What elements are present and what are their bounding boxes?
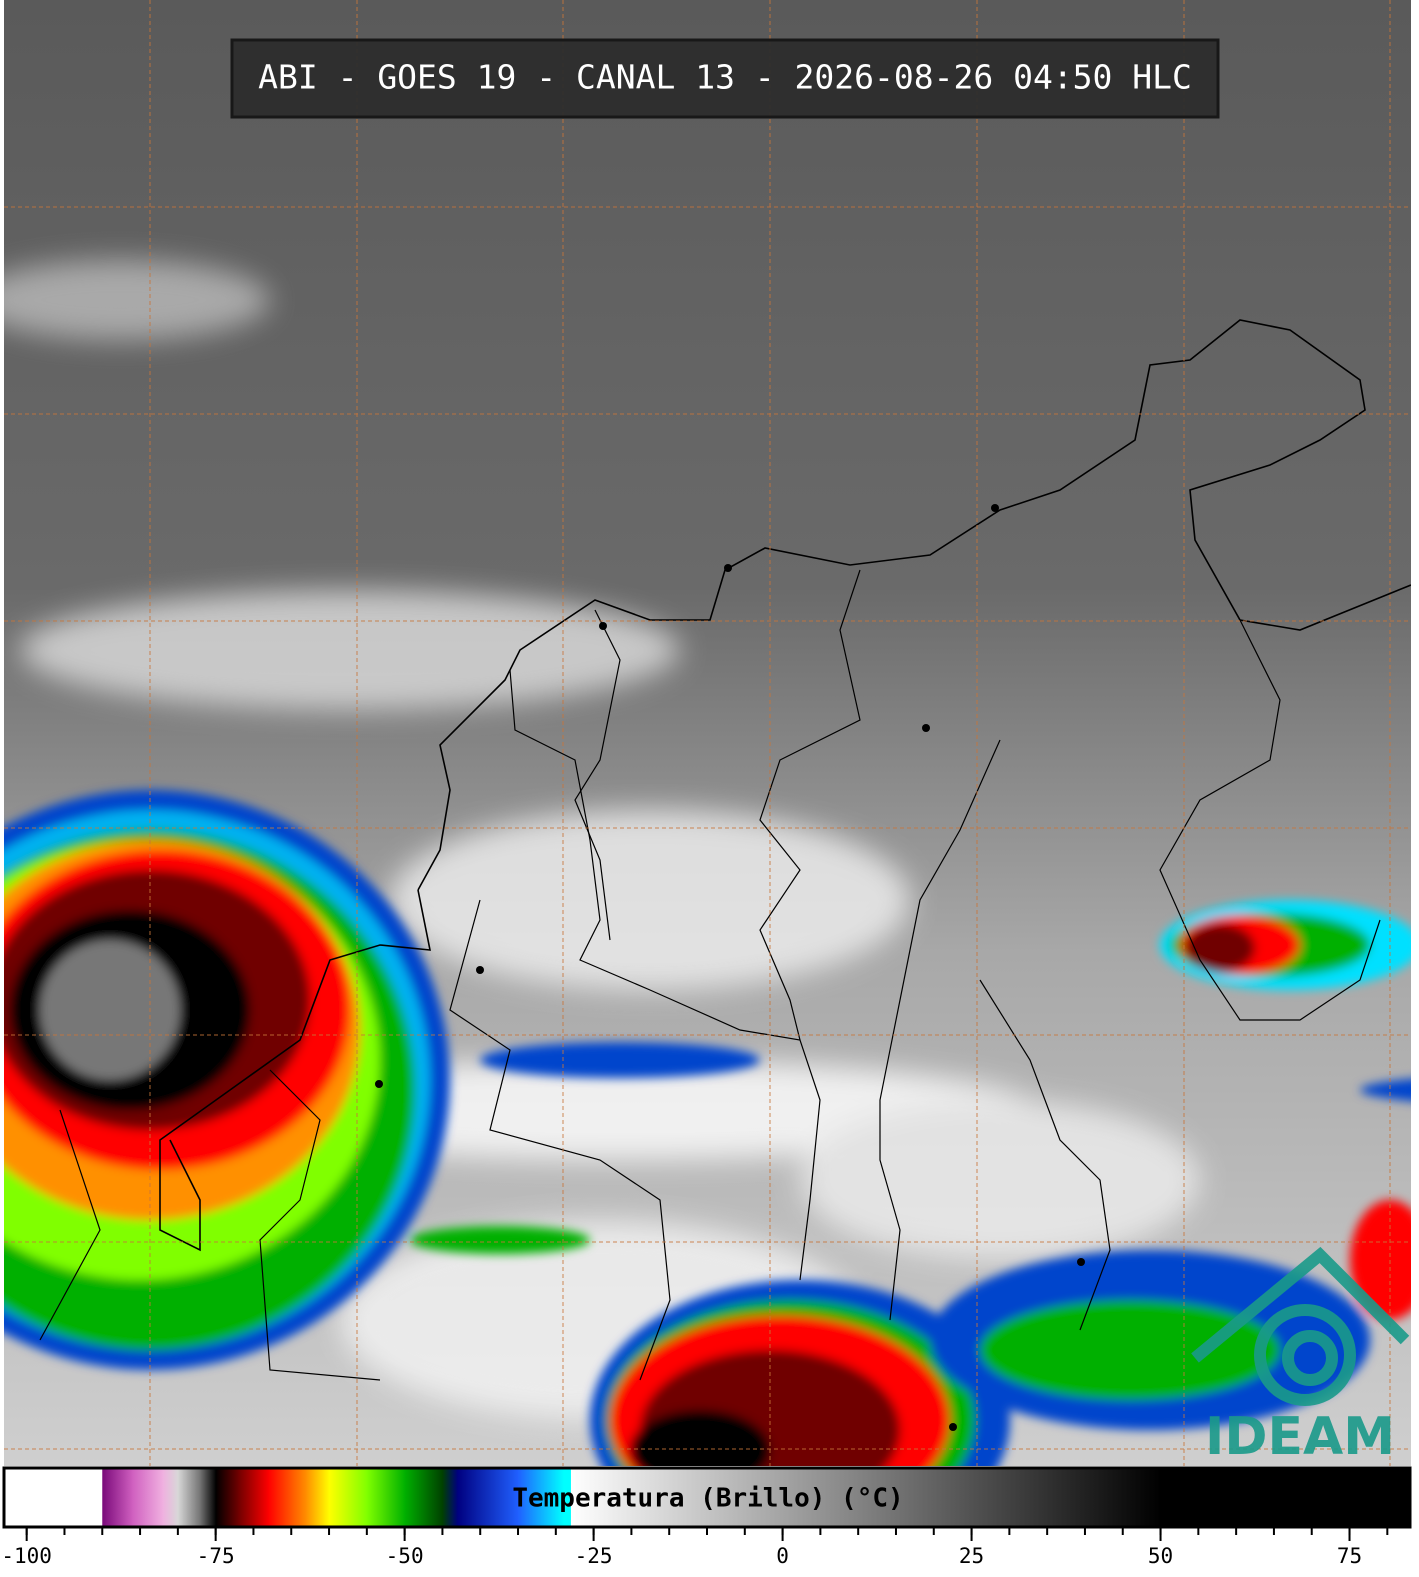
colorbar-segment [366, 1468, 406, 1527]
tick-label: 25 [959, 1544, 984, 1568]
logo [1191, 1246, 1410, 1406]
colorbar-segment [518, 1468, 564, 1527]
colorbar-segment [238, 1468, 270, 1527]
colorbar-segment [4, 1468, 103, 1527]
tick-label: -50 [386, 1544, 424, 1568]
colorbar-segment [457, 1468, 519, 1527]
colorbar-segment [177, 1468, 202, 1527]
colorbar-segment [329, 1468, 368, 1527]
colorbar-segment [132, 1468, 164, 1527]
tick-label: -25 [575, 1544, 613, 1568]
colorbar-segment [563, 1468, 572, 1527]
title-box [230, 38, 1220, 119]
tick-label: -100 [1, 1544, 52, 1568]
colorbar-segment [162, 1468, 179, 1527]
colorbar: -100 -75 -50 -25 0 25 50 75 Temperatura (Brillo)… [1, 1466, 1412, 1568]
tick-label: 0 [776, 1544, 789, 1568]
colorbar-segment [570, 1468, 1162, 1527]
colorbar-segment [215, 1468, 239, 1527]
colorbar-segment [268, 1468, 307, 1527]
tick-label: 75 [1337, 1544, 1362, 1568]
colorbar-segment [306, 1468, 330, 1527]
colorbar-segment [404, 1468, 443, 1527]
tick-label: -75 [197, 1544, 235, 1568]
logo-text: IDEAM [1205, 1407, 1395, 1467]
colorbar-segment [102, 1468, 134, 1527]
tick-label: 50 [1148, 1544, 1173, 1568]
colorbar-segment [200, 1468, 217, 1527]
title: ABI - GOES 19 - CANAL 13 - 2026-08-26 04… [258, 58, 1192, 97]
colorbar-segment [1160, 1468, 1411, 1527]
colorbar-segment [442, 1468, 459, 1527]
colorbar-label: Temperatura (Brillo) (°C) [512, 1484, 903, 1514]
